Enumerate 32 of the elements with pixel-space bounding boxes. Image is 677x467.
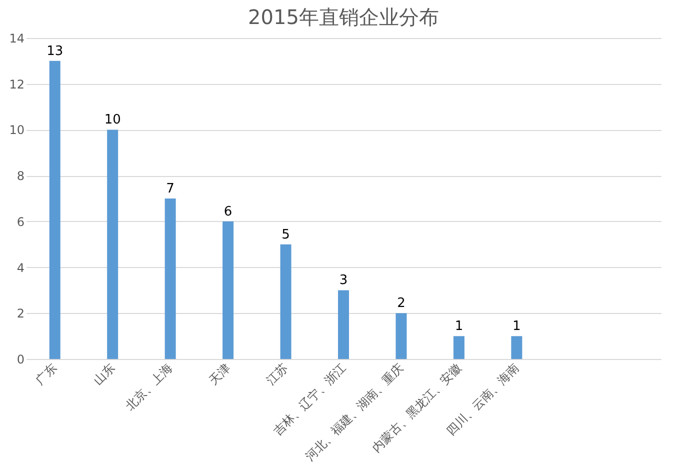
y-tick-label: 6 [16, 214, 24, 229]
chart-title: 2015年直销企业分布 [248, 5, 439, 29]
x-tick-label: 广东 [32, 360, 60, 388]
bar [396, 313, 407, 359]
y-tick-label: 0 [16, 352, 24, 366]
data-label: 10 [104, 112, 121, 128]
bar [280, 244, 292, 359]
data-label: 6 [224, 204, 232, 220]
y-tick-label: 8 [16, 169, 24, 184]
y-tick-label: 14 [9, 32, 24, 46]
data-label: 13 [46, 44, 64, 59]
bar [511, 336, 522, 359]
x-tick-label: 天津 [206, 360, 233, 388]
data-label: 3 [339, 273, 348, 288]
y-tick-label: 2 [16, 306, 24, 321]
data-label: 1 [512, 319, 521, 334]
x-tick-label: 山东 [90, 360, 118, 388]
bar [49, 60, 60, 359]
data-label: 2 [397, 296, 406, 312]
bar [164, 198, 176, 359]
bar [107, 130, 118, 359]
y-tick-label: 10 [9, 123, 24, 138]
data-label: 5 [282, 227, 290, 242]
x-tick-label: 江苏 [264, 360, 291, 388]
bar [338, 290, 349, 359]
x-tick-label: 北京、上海 [122, 360, 176, 413]
bar [453, 336, 464, 359]
data-label: 1 [454, 319, 464, 334]
y-tick-label: 4 [16, 260, 24, 275]
data-label: 7 [166, 182, 174, 196]
y-tick-label: 12 [9, 77, 24, 92]
bar [222, 221, 234, 359]
